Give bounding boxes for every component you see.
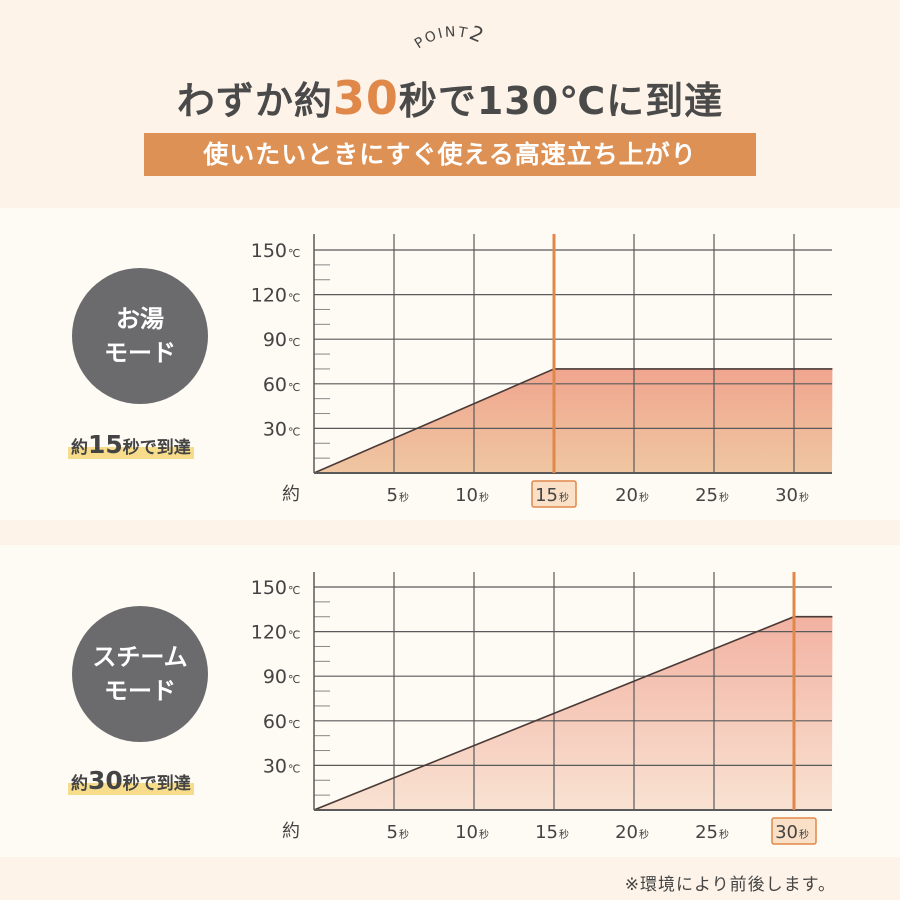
x-tick-label: 25	[695, 485, 718, 506]
y-tick-unit: ℃	[288, 292, 300, 305]
x-tick-unit: 秒	[719, 491, 729, 504]
y-tick-unit: ℃	[288, 762, 300, 775]
x-tick-unit: 秒	[559, 491, 569, 504]
reach-time-hot-water: 約15秒で到達	[68, 430, 194, 459]
y-tick-label: 60	[263, 374, 287, 396]
y-tick-unit: ℃	[288, 673, 300, 686]
title-highlight: 30	[332, 71, 399, 125]
y-tick-unit: ℃	[288, 425, 300, 438]
y-tick-unit: ℃	[288, 381, 300, 394]
x-tick-label: 15	[535, 485, 558, 506]
y-tick-label: 120	[251, 622, 287, 644]
y-tick-unit: ℃	[288, 629, 300, 642]
subtitle-banner: 使いたいときにすぐ使える高速立ち上がり	[144, 133, 756, 176]
x-tick-unit: 秒	[799, 491, 809, 504]
x-tick-label: 10	[455, 485, 478, 506]
y-tick-label: 120	[251, 285, 287, 307]
x-tick-label: 10	[455, 822, 478, 843]
mode-badge-steam: スチーム モード	[72, 606, 208, 742]
x-tick-label: 15	[535, 822, 558, 843]
page-title: わずか約30秒で130℃に到達	[176, 71, 724, 125]
x-tick-label: 5	[387, 822, 398, 843]
x-tick-unit: 秒	[639, 491, 649, 504]
x-tick-label: 5	[387, 485, 398, 506]
y-tick-label: 90	[263, 666, 287, 688]
x-tick-label: 20	[615, 485, 638, 506]
x-tick-highlight	[531, 480, 577, 508]
x-tick-unit: 秒	[799, 828, 809, 841]
x-tick-unit: 秒	[559, 828, 569, 841]
area-fill	[314, 616, 833, 810]
y-tick-unit: ℃	[288, 584, 300, 597]
x-tick-unit: 秒	[639, 828, 649, 841]
y-tick-label: 30	[263, 755, 287, 777]
x-tick-highlight	[771, 817, 817, 845]
x-tick-unit: 秒	[479, 491, 489, 504]
x-tick-label: 30	[775, 485, 798, 506]
reach-time-steam: 約30秒で到達	[68, 766, 194, 795]
x-tick-label: 25	[695, 822, 718, 843]
y-tick-label: 90	[263, 329, 287, 351]
y-tick-label: 150	[251, 240, 287, 262]
x-axis-prefix: 約	[282, 821, 300, 842]
x-tick-unit: 秒	[719, 828, 729, 841]
y-tick-unit: ℃	[288, 718, 300, 731]
x-tick-unit: 秒	[399, 491, 409, 504]
x-axis-prefix: 約	[282, 484, 300, 505]
y-tick-label: 60	[263, 711, 287, 733]
footnote: ※環境により前後します。	[624, 875, 836, 895]
x-tick-unit: 秒	[399, 828, 409, 841]
y-tick-unit: ℃	[288, 247, 300, 260]
mode-badge-hot-water: お湯 モード	[72, 268, 208, 404]
area-fill	[314, 368, 833, 473]
x-tick-unit: 秒	[479, 828, 489, 841]
point-badge: POINT2	[412, 20, 487, 52]
x-tick-label: 30	[775, 822, 798, 843]
y-tick-label: 30	[263, 418, 287, 440]
y-tick-unit: ℃	[288, 336, 300, 349]
x-tick-label: 20	[615, 822, 638, 843]
y-tick-label: 150	[251, 577, 287, 599]
